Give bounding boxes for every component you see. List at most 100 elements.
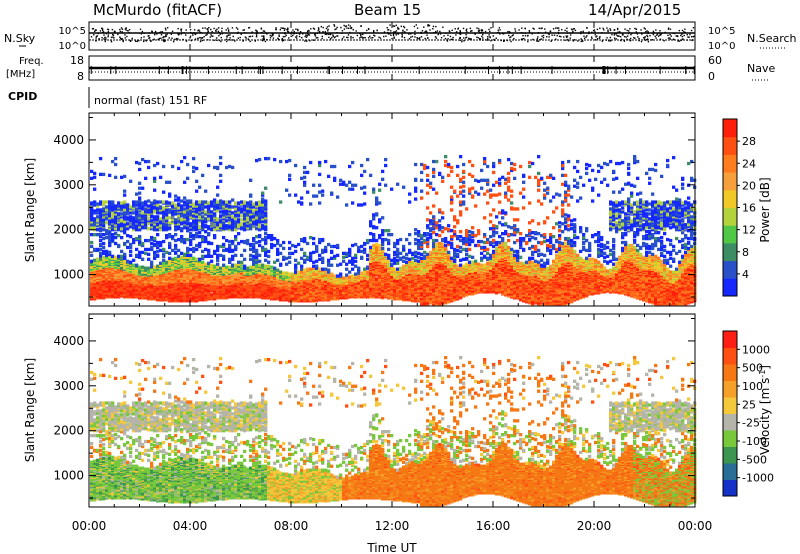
noise-sample	[566, 30, 568, 33]
power-cell	[186, 176, 190, 180]
noise-sample	[352, 36, 354, 39]
power-cell	[102, 209, 106, 213]
noise-sample	[361, 36, 363, 38]
power-cell	[117, 254, 121, 259]
noise-sample	[469, 27, 472, 30]
power-cell	[147, 207, 151, 211]
noise-sample	[646, 34, 648, 37]
noise-sample	[437, 33, 439, 36]
power-cell	[300, 267, 304, 271]
noise-sample	[524, 35, 527, 37]
noise-sample	[635, 28, 638, 31]
power-cell	[162, 261, 166, 265]
noise-sample	[317, 37, 319, 39]
noise-sample	[336, 26, 338, 29]
noise-sample	[148, 37, 150, 39]
noise-sample	[131, 37, 133, 40]
noise-sample	[690, 29, 693, 32]
power-cell	[144, 200, 148, 204]
power-cell	[300, 201, 304, 205]
power-cell	[273, 236, 277, 241]
power-cell	[183, 155, 187, 160]
power-cell	[138, 161, 142, 166]
power-cell	[99, 202, 103, 206]
power-cell	[177, 196, 181, 200]
noise-sample	[532, 27, 534, 30]
power-cell	[273, 260, 277, 264]
noise-sample	[611, 33, 613, 36]
power-cell	[135, 227, 139, 231]
power-cell	[114, 204, 118, 208]
noise-sample	[255, 29, 257, 32]
power-cell	[102, 200, 106, 204]
noise-sample	[286, 28, 288, 31]
power-cell	[153, 179, 157, 183]
power-cell	[138, 276, 142, 280]
noise-sample	[462, 27, 465, 30]
power-cell	[129, 217, 133, 221]
power-cell	[309, 160, 313, 165]
noise-sample	[347, 24, 350, 26]
noise-sample	[235, 27, 238, 29]
power-cell	[225, 212, 229, 216]
power-cell	[102, 203, 106, 207]
power-cell	[90, 209, 94, 213]
power-cell	[141, 186, 145, 190]
power-cell	[216, 258, 220, 262]
power-cell	[306, 255, 310, 259]
noise-sample	[586, 27, 588, 29]
noise-sample	[217, 27, 220, 29]
noise-sample	[202, 27, 204, 29]
noise-sample	[284, 33, 286, 35]
power-cell	[150, 263, 154, 267]
power-cell	[162, 239, 166, 244]
noise-sample	[156, 33, 158, 35]
noise-sample	[476, 36, 478, 38]
power-cell	[204, 230, 208, 234]
noise-sample	[320, 25, 323, 28]
power-cell	[93, 175, 97, 180]
noise-sample	[121, 37, 123, 40]
noise-sample	[270, 35, 273, 37]
power-cell	[120, 219, 124, 223]
power-cell	[183, 252, 187, 257]
power-cell	[126, 206, 130, 210]
noise-sample	[91, 28, 94, 30]
noise-sample	[125, 29, 127, 31]
power-cell	[288, 177, 292, 181]
noise-sample	[465, 37, 467, 39]
power-cell	[114, 212, 118, 216]
noise-sample	[395, 34, 397, 36]
noise-sample	[452, 36, 454, 39]
power-cell	[174, 218, 178, 222]
noise-sample	[150, 40, 152, 42]
power-cell	[195, 200, 199, 204]
noise-sample	[140, 37, 143, 39]
power-cell	[153, 238, 157, 243]
power-cell	[165, 213, 169, 217]
power-cell	[93, 283, 97, 287]
noise-sample	[189, 35, 192, 37]
power-cell	[219, 202, 223, 206]
noise-sample	[341, 30, 344, 32]
noise-sample	[477, 37, 480, 39]
noise-sample	[594, 39, 597, 41]
power-cell	[234, 207, 238, 211]
power-cell	[99, 238, 103, 243]
power-cell	[159, 217, 163, 221]
noise-sample	[349, 25, 352, 27]
power-cell	[264, 156, 268, 161]
noise-sample	[564, 39, 566, 41]
noise-sample	[226, 35, 228, 37]
noise-sample	[211, 35, 213, 37]
power-cell	[147, 204, 151, 208]
noise-sample	[463, 40, 465, 42]
noise-sample	[248, 35, 251, 38]
noise-sample	[243, 29, 245, 31]
noise-sample	[442, 26, 444, 28]
noise-sample	[507, 30, 509, 33]
power-cell	[105, 200, 109, 204]
power-cell	[150, 283, 154, 287]
noise-sample	[119, 28, 121, 31]
noise-sample	[646, 30, 648, 32]
